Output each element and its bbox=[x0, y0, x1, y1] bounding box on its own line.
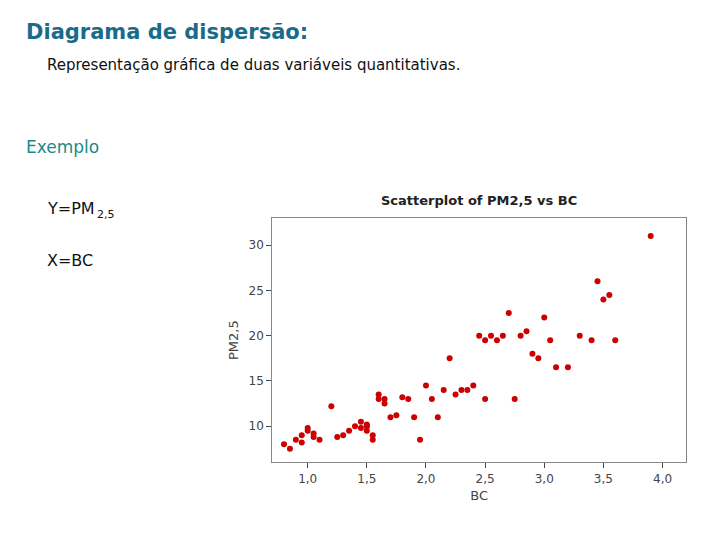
svg-text:Y=PM: Y=PM bbox=[47, 199, 95, 218]
svg-text:2,0: 2,0 bbox=[416, 472, 435, 486]
svg-text:1,0: 1,0 bbox=[298, 472, 317, 486]
svg-text:Representação gráfica de duas: Representação gráfica de duas variáveis … bbox=[47, 56, 460, 74]
svg-text:15: 15 bbox=[249, 374, 264, 388]
svg-text:Diagrama de dispersão:: Diagrama de dispersão: bbox=[26, 20, 308, 44]
svg-text:Exemplo: Exemplo bbox=[26, 137, 99, 157]
svg-text:PM2,5: PM2,5 bbox=[226, 320, 241, 360]
svg-text:3,0: 3,0 bbox=[535, 472, 554, 486]
svg-text:BC: BC bbox=[470, 488, 488, 503]
svg-text:10: 10 bbox=[249, 419, 264, 433]
svg-text:2,5: 2,5 bbox=[476, 472, 495, 486]
svg-text:3,5: 3,5 bbox=[594, 472, 613, 486]
svg-text:30: 30 bbox=[249, 238, 264, 252]
svg-text:20: 20 bbox=[249, 329, 264, 343]
svg-text:1,5: 1,5 bbox=[357, 472, 376, 486]
svg-text:2,5: 2,5 bbox=[97, 208, 115, 221]
svg-text:4,0: 4,0 bbox=[653, 472, 672, 486]
svg-text:Scatterplot of PM2,5 vs BC: Scatterplot of PM2,5 vs BC bbox=[381, 193, 577, 208]
svg-text:25: 25 bbox=[249, 284, 264, 298]
svg-text:X=BC: X=BC bbox=[47, 251, 93, 270]
